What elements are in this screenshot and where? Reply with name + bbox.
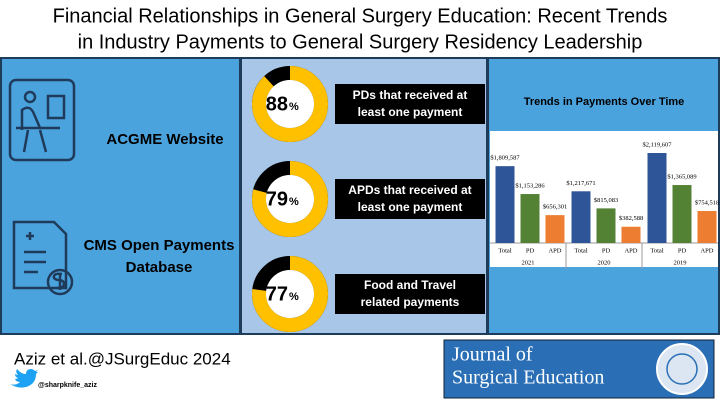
donut-hole <box>266 175 314 223</box>
x-tick-label: Total <box>498 247 511 254</box>
document-icon <box>12 220 74 296</box>
value-label: $656,301 <box>543 204 567 211</box>
stat-value: 88 <box>266 93 288 115</box>
value-label: $1,153,286 <box>515 183 545 190</box>
x-tick-label: PD <box>678 247 687 254</box>
citation: Aziz et al.@JSurgEduc 2024 <box>14 349 231 368</box>
bar <box>596 208 616 243</box>
value-label: $2,119,607 <box>642 141 672 148</box>
x-tick-label: APD <box>548 247 561 254</box>
value-label: $754,518 <box>695 199 719 206</box>
stat-box: PDs that received at least one payment <box>335 84 485 124</box>
bar <box>520 194 540 243</box>
donut-hole <box>266 270 314 318</box>
donut-arc <box>252 161 328 237</box>
stat-box: APDs that received at least one payment <box>335 179 485 219</box>
donut-arc <box>252 256 328 332</box>
value-label: $1,217,671 <box>566 180 595 187</box>
bar <box>621 226 641 243</box>
title-line: in Industry Payments to General Surgery … <box>78 31 643 53</box>
journal-emblem <box>656 343 708 395</box>
computer-icon <box>8 78 76 162</box>
bar <box>545 215 565 243</box>
stat-unit: % <box>289 196 299 208</box>
x-tick-label: APD <box>624 247 637 254</box>
x-tick-label: Total <box>650 247 663 254</box>
journal-line: Surgical Education <box>452 367 604 389</box>
source-label-box: CMS Open Payments Database <box>83 237 235 276</box>
x-group-label: 2019 <box>674 259 687 266</box>
twitter-icon <box>10 369 38 388</box>
source-label: CMS Open Payments Database <box>83 237 235 276</box>
x-tick-label: PD <box>526 247 535 254</box>
donut-hole <box>266 80 314 128</box>
journal-emblem-ring <box>666 353 698 385</box>
value-label: $1,809,587 <box>490 155 520 162</box>
bar <box>647 153 667 243</box>
x-tick-label: Total <box>574 247 587 254</box>
stat-text: Food and Travel related payments <box>335 274 485 314</box>
x-tick-label: APD <box>700 247 713 254</box>
chart-title: Trends in Payments Over Time <box>524 96 685 108</box>
journal-line: Journal of <box>452 344 533 366</box>
stat-value: 79 <box>266 188 288 210</box>
stat-text: APDs that received at least one payment <box>335 179 485 219</box>
stat-unit: % <box>289 101 299 113</box>
chart: 2021 $1,809,587 Total $1,153,286 PD $656,301 A… <box>490 141 719 269</box>
bar <box>495 166 515 243</box>
bar <box>672 185 692 243</box>
x-tick-label: PD <box>602 247 611 254</box>
bar <box>571 191 591 243</box>
bar <box>697 210 717 243</box>
stat-unit: % <box>289 291 299 303</box>
stats: 88 % PDs that received at least one paymen… <box>252 66 485 332</box>
x-group-label: 2021 <box>522 259 535 266</box>
sources-panel <box>0 57 241 335</box>
title-line: Financial Relationships in General Surge… <box>53 5 668 27</box>
stat-box: Food and Travel related payments <box>335 274 485 314</box>
value-label: $382,588 <box>619 215 643 222</box>
donut-arc <box>252 66 328 142</box>
stat-value: 77 <box>266 283 288 305</box>
value-label: $815,083 <box>594 197 618 204</box>
source-label: ACGME Website <box>106 131 223 148</box>
handle: @sharpknife_aziz <box>38 382 97 389</box>
x-group-label: 2020 <box>598 259 611 266</box>
value-label: $1,365,089 <box>667 174 696 181</box>
stat-text: PDs that received at least one payment <box>335 84 485 124</box>
